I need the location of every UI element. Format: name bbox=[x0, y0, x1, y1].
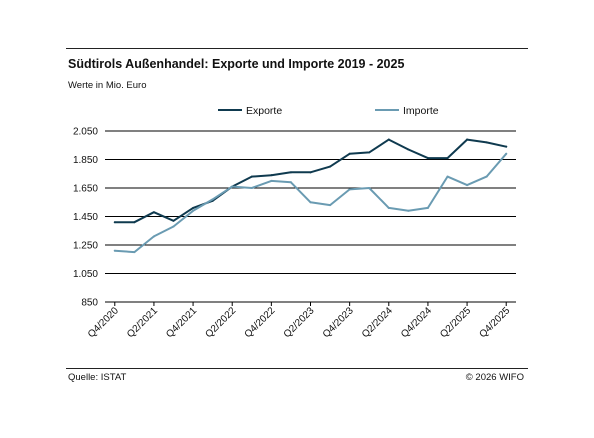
x-tick-label: Q2/2021 bbox=[125, 305, 160, 340]
y-tick-label: 1.450 bbox=[73, 212, 98, 223]
x-tick-label: Q4/2023 bbox=[321, 305, 356, 340]
data-point-exporte bbox=[387, 138, 390, 141]
data-point-exporte bbox=[152, 211, 155, 214]
data-point-importe bbox=[231, 185, 234, 188]
data-point-importe bbox=[505, 152, 508, 155]
data-point-importe bbox=[329, 204, 332, 207]
data-point-importe bbox=[289, 181, 292, 184]
y-tick-label: 1.050 bbox=[73, 269, 98, 280]
y-tick-label: 2.050 bbox=[73, 127, 98, 138]
x-tick-label: Q4/2021 bbox=[164, 305, 199, 340]
y-tick-label: 1.850 bbox=[73, 155, 98, 166]
data-point-exporte bbox=[309, 171, 312, 174]
y-tick-label: 850 bbox=[81, 298, 98, 309]
series-line-exporte bbox=[113, 138, 508, 224]
data-point-importe bbox=[152, 235, 155, 238]
data-point-importe bbox=[309, 201, 312, 204]
data-point-exporte bbox=[172, 219, 175, 222]
data-point-exporte bbox=[250, 175, 253, 178]
chart-title: Südtirols Außenhandel: Exporte und Impor… bbox=[68, 57, 405, 71]
data-point-importe bbox=[407, 209, 410, 212]
x-tick-label: Q4/2025 bbox=[477, 305, 512, 340]
data-point-exporte bbox=[329, 165, 332, 168]
data-point-exporte bbox=[505, 145, 508, 148]
x-tick-label: Q2/2023 bbox=[282, 305, 317, 340]
data-point-exporte bbox=[113, 221, 116, 224]
data-point-exporte bbox=[368, 151, 371, 154]
data-point-exporte bbox=[270, 174, 273, 177]
x-tick-label: Q4/2024 bbox=[399, 305, 434, 340]
data-point-importe bbox=[446, 175, 449, 178]
copyright-note: © 2026 WIFO bbox=[465, 372, 524, 383]
data-point-importe bbox=[270, 179, 273, 182]
data-point-importe bbox=[250, 187, 253, 189]
data-point-importe bbox=[113, 249, 116, 252]
source-note: Quelle: ISTAT bbox=[68, 372, 127, 383]
data-point-importe bbox=[211, 198, 214, 201]
data-point-exporte bbox=[348, 152, 351, 155]
data-point-exporte bbox=[466, 138, 469, 141]
data-point-importe bbox=[133, 251, 136, 254]
top-rule bbox=[66, 48, 528, 49]
data-point-exporte bbox=[133, 221, 136, 224]
data-point-exporte bbox=[446, 157, 449, 160]
y-tick-label: 1.650 bbox=[73, 184, 98, 195]
data-point-importe bbox=[466, 184, 469, 187]
data-point-exporte bbox=[192, 206, 195, 209]
bottom-rule bbox=[66, 368, 528, 369]
legend-label-exporte: Exporte bbox=[246, 105, 282, 117]
x-tick-label: Q2/2022 bbox=[203, 305, 238, 340]
data-point-exporte bbox=[289, 171, 292, 174]
y-tick-label: 1.250 bbox=[73, 241, 98, 252]
data-point-importe bbox=[485, 175, 488, 178]
data-point-importe bbox=[192, 209, 195, 212]
data-point-importe bbox=[387, 206, 390, 209]
x-tick-label: Q2/2025 bbox=[438, 305, 473, 340]
data-point-importe bbox=[426, 206, 429, 209]
data-point-importe bbox=[348, 188, 351, 191]
data-point-exporte bbox=[485, 141, 488, 144]
data-point-importe bbox=[172, 225, 175, 228]
data-point-exporte bbox=[407, 148, 410, 151]
x-tick-label: Q4/2020 bbox=[86, 305, 121, 340]
data-point-importe bbox=[368, 187, 371, 189]
x-tick-label: Q4/2022 bbox=[243, 305, 278, 340]
legend-label-importe: Importe bbox=[403, 105, 439, 117]
x-tick-label: Q2/2024 bbox=[360, 305, 395, 340]
data-point-exporte bbox=[426, 157, 429, 160]
chart-subtitle: Werte in Mio. Euro bbox=[68, 80, 147, 91]
